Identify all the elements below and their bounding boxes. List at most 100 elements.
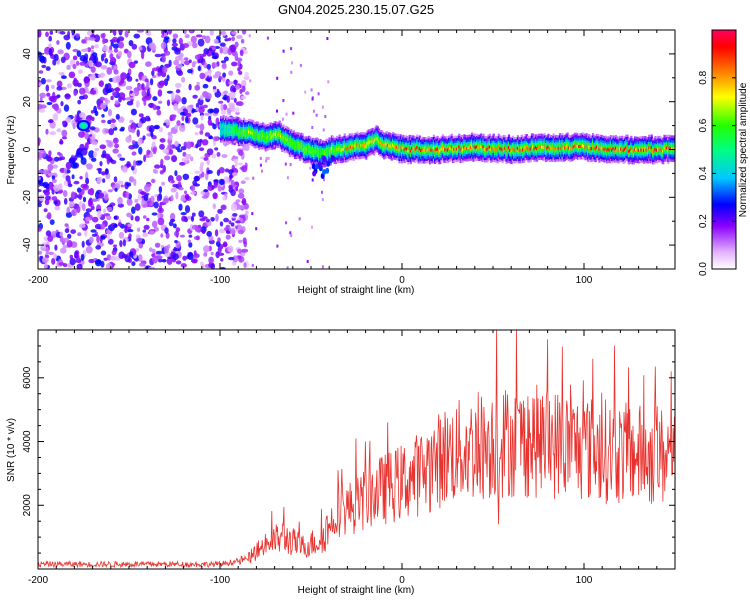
heatmap-cell (228, 128, 232, 132)
heatmap-cell (79, 112, 86, 119)
heatmap-cell (132, 160, 137, 168)
heatmap-cell (61, 75, 67, 79)
heatmap-cell (617, 149, 620, 152)
heatmap-cell (276, 76, 279, 80)
heatmap-cell (238, 188, 245, 194)
heatmap-cell (320, 153, 323, 156)
heatmap-cell (107, 119, 112, 125)
heatmap-cell (542, 146, 545, 149)
heatmap-cell (161, 66, 168, 74)
heatmap-cell (119, 157, 126, 161)
heatmap-cell (213, 179, 219, 183)
heatmap-cell (112, 137, 119, 144)
heatmap-cell (190, 191, 197, 195)
heatmap-cell (166, 90, 174, 94)
heatmap-cell (246, 131, 249, 135)
heatmap-cell (84, 171, 89, 180)
heatmap-cell (235, 186, 239, 192)
heatmap-cell (90, 66, 96, 73)
colorbar-ticks: 0.0 0.2 0.4 0.6 0.8 (698, 70, 736, 276)
heatmap-cell (241, 131, 244, 135)
heatmap-cell (365, 145, 368, 148)
heatmap-cell (38, 70, 44, 74)
heatmap-cell (114, 187, 118, 192)
heatmap-cell (276, 109, 278, 113)
heatmap-cell (121, 166, 128, 172)
heatmap-cell (269, 134, 272, 137)
heatmap-cell (78, 200, 83, 209)
heatmap-cell (205, 218, 210, 223)
heatmap-cell (222, 72, 227, 78)
heatmap-cell (51, 84, 55, 90)
heatmap-cell (200, 114, 204, 121)
heatmap-cell (600, 146, 604, 150)
heatmap-cell (548, 147, 551, 151)
heatmap-cell (171, 180, 175, 184)
heatmap-cell (145, 84, 149, 91)
heatmap-cell (238, 239, 243, 243)
snr-x-label: Height of straight line (km) (298, 585, 415, 596)
heatmap-cell (43, 51, 51, 55)
heatmap-cell (399, 145, 402, 149)
heatmap-cell (174, 240, 178, 244)
heatmap-cell (553, 147, 556, 151)
heatmap-cell (81, 123, 86, 128)
heatmap-cell (474, 146, 477, 150)
heatmap-cell (78, 69, 83, 74)
heatmap-cell (44, 198, 50, 206)
heatmap-cell (376, 137, 379, 141)
heatmap-cell (565, 145, 568, 149)
heatmap-cell (114, 100, 120, 105)
heatmap-cell (150, 131, 154, 137)
heatmap-cell (380, 141, 383, 145)
heatmap-cell (118, 41, 124, 49)
heatmap-cell (38, 194, 45, 202)
heatmap-cell (324, 115, 327, 118)
heatmap-cell (594, 147, 597, 151)
heatmap-cell (232, 255, 239, 263)
figure-title: GN04.2025.230.15.07.G25 (278, 2, 434, 17)
heatmap-cell (219, 42, 226, 47)
heatmap-cell (264, 136, 267, 140)
heatmap-cell (310, 88, 313, 92)
heatmap-cell (74, 154, 78, 161)
heatmap-cell (163, 245, 169, 254)
heatmap-cell (232, 128, 235, 132)
heatmap-cell (206, 148, 214, 156)
heatmap-cell (460, 146, 463, 150)
heatmap-cell (106, 229, 111, 234)
heatmap-cell (45, 31, 49, 38)
heatmap-cell (231, 156, 239, 160)
heatmap-cell (70, 162, 78, 169)
heatmap-cell (172, 253, 179, 260)
heatmap-cell (620, 147, 623, 151)
heatmap-cell (285, 137, 288, 141)
heatmap-cell (202, 83, 209, 89)
heatmap-cell (551, 147, 554, 151)
heatmap-cell (131, 140, 136, 145)
heatmap-cell (323, 178, 326, 182)
heatmap-cell (316, 150, 319, 153)
heatmap-cell (221, 128, 224, 132)
heatmap-cell (173, 59, 180, 66)
y-tick-label: 40 (22, 48, 33, 60)
heatmap-cell (193, 175, 200, 182)
heatmap-cell (48, 150, 52, 157)
heatmap-cell (537, 145, 540, 149)
heatmap-cell (191, 212, 196, 217)
heatmap-cell (146, 149, 151, 155)
heatmap-cell (194, 224, 198, 232)
heatmap-cell (181, 215, 187, 222)
heatmap-cell (88, 150, 95, 159)
heatmap-cell (486, 147, 489, 151)
heatmap-cell (97, 192, 104, 199)
heatmap-cell (156, 255, 163, 260)
heatmap-cell (404, 147, 407, 150)
heatmap-cell (317, 161, 322, 168)
heatmap-cell (653, 149, 656, 153)
heatmap-cell (398, 148, 401, 152)
heatmap-cell (252, 176, 255, 180)
heatmap-cell (117, 222, 123, 227)
heatmap-cell (87, 137, 91, 145)
heatmap-cell (455, 147, 458, 151)
